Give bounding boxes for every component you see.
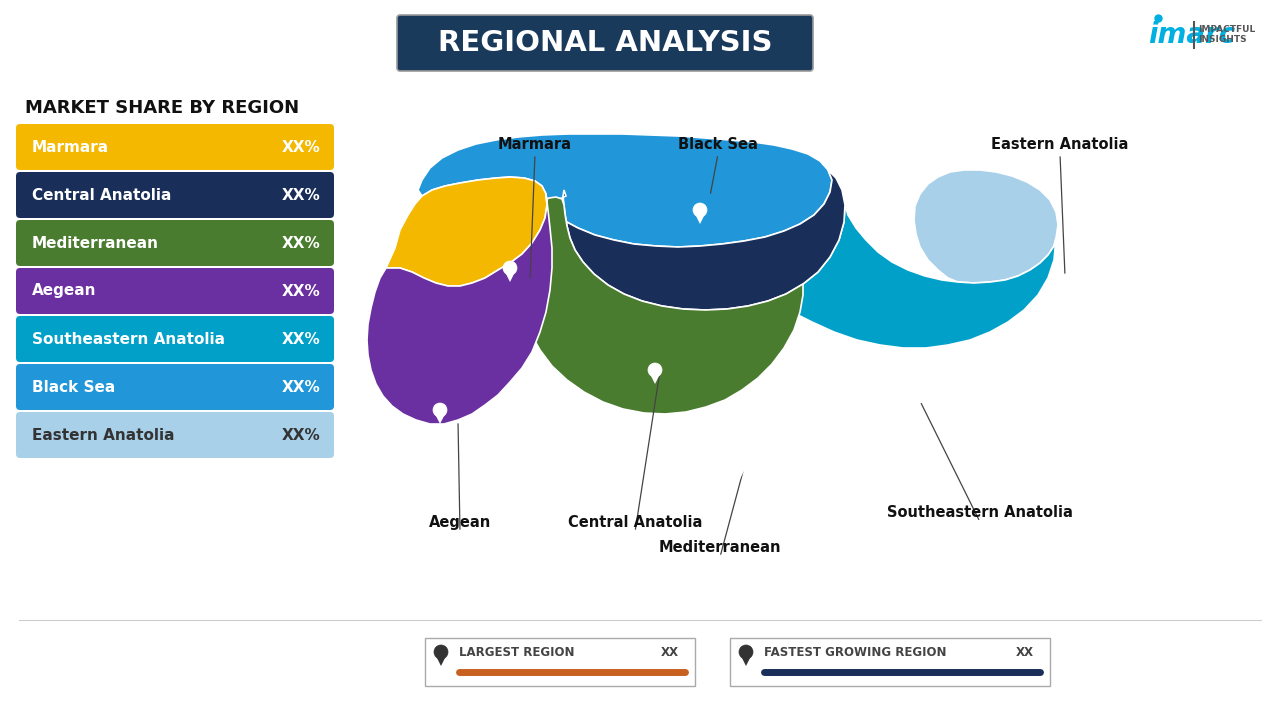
Polygon shape bbox=[367, 194, 552, 424]
Polygon shape bbox=[1044, 299, 1055, 309]
FancyBboxPatch shape bbox=[15, 220, 334, 266]
Circle shape bbox=[739, 645, 753, 659]
Text: Southeastern Anatolia: Southeastern Anatolia bbox=[887, 505, 1073, 520]
Text: XX: XX bbox=[660, 646, 678, 659]
Circle shape bbox=[733, 458, 748, 472]
FancyBboxPatch shape bbox=[15, 412, 334, 458]
Text: XX%: XX% bbox=[282, 379, 320, 395]
Text: MARKET SHARE BY REGION: MARKET SHARE BY REGION bbox=[26, 99, 300, 117]
Polygon shape bbox=[914, 170, 1059, 283]
Circle shape bbox=[503, 261, 517, 275]
Text: Marmara: Marmara bbox=[32, 140, 109, 155]
Circle shape bbox=[902, 401, 916, 415]
Text: Black Sea: Black Sea bbox=[678, 137, 758, 152]
Circle shape bbox=[433, 403, 447, 417]
Text: Marmara: Marmara bbox=[498, 137, 572, 152]
Text: Black Sea: Black Sea bbox=[32, 379, 115, 395]
Polygon shape bbox=[516, 197, 803, 414]
FancyBboxPatch shape bbox=[15, 316, 334, 362]
FancyBboxPatch shape bbox=[425, 638, 695, 686]
Polygon shape bbox=[905, 412, 915, 422]
Text: Central Anatolia: Central Anatolia bbox=[32, 187, 172, 202]
Text: Central Anatolia: Central Anatolia bbox=[568, 515, 703, 530]
Text: XX%: XX% bbox=[282, 428, 320, 443]
Text: Mediterranean: Mediterranean bbox=[32, 235, 159, 251]
FancyBboxPatch shape bbox=[15, 172, 334, 218]
Polygon shape bbox=[650, 374, 660, 384]
Polygon shape bbox=[735, 469, 745, 479]
Text: Eastern Anatolia: Eastern Anatolia bbox=[991, 137, 1129, 152]
Circle shape bbox=[648, 363, 662, 377]
Polygon shape bbox=[768, 205, 1056, 348]
Polygon shape bbox=[695, 214, 705, 224]
Text: Mediterranean: Mediterranean bbox=[659, 540, 781, 555]
Text: IMPACTFUL: IMPACTFUL bbox=[1198, 25, 1256, 35]
Text: Southeastern Anatolia: Southeastern Anatolia bbox=[32, 331, 225, 346]
FancyBboxPatch shape bbox=[397, 15, 813, 71]
FancyBboxPatch shape bbox=[15, 124, 334, 170]
Text: FASTEST GROWING REGION: FASTEST GROWING REGION bbox=[764, 646, 946, 659]
Text: XX%: XX% bbox=[282, 187, 320, 202]
FancyBboxPatch shape bbox=[730, 638, 1050, 686]
Text: INSIGHTS: INSIGHTS bbox=[1198, 35, 1247, 45]
Circle shape bbox=[692, 203, 707, 217]
Text: imarc: imarc bbox=[1148, 21, 1235, 49]
Polygon shape bbox=[547, 170, 845, 310]
Text: XX%: XX% bbox=[282, 235, 320, 251]
Circle shape bbox=[1043, 288, 1057, 302]
Text: XX%: XX% bbox=[282, 140, 320, 155]
Text: Aegean: Aegean bbox=[32, 284, 96, 299]
Text: XX%: XX% bbox=[282, 331, 320, 346]
Text: XX%: XX% bbox=[282, 284, 320, 299]
Polygon shape bbox=[387, 177, 547, 286]
FancyBboxPatch shape bbox=[15, 364, 334, 410]
Polygon shape bbox=[419, 134, 832, 247]
Text: LARGEST REGION: LARGEST REGION bbox=[460, 646, 575, 659]
Text: Aegean: Aegean bbox=[429, 515, 492, 530]
Text: REGIONAL ANALYSIS: REGIONAL ANALYSIS bbox=[438, 29, 772, 57]
Polygon shape bbox=[435, 414, 445, 424]
Circle shape bbox=[434, 645, 448, 659]
Polygon shape bbox=[506, 272, 515, 282]
FancyBboxPatch shape bbox=[15, 268, 334, 314]
Text: XX: XX bbox=[1016, 646, 1034, 659]
Polygon shape bbox=[436, 656, 445, 666]
Polygon shape bbox=[741, 656, 751, 666]
Text: Eastern Anatolia: Eastern Anatolia bbox=[32, 428, 174, 443]
